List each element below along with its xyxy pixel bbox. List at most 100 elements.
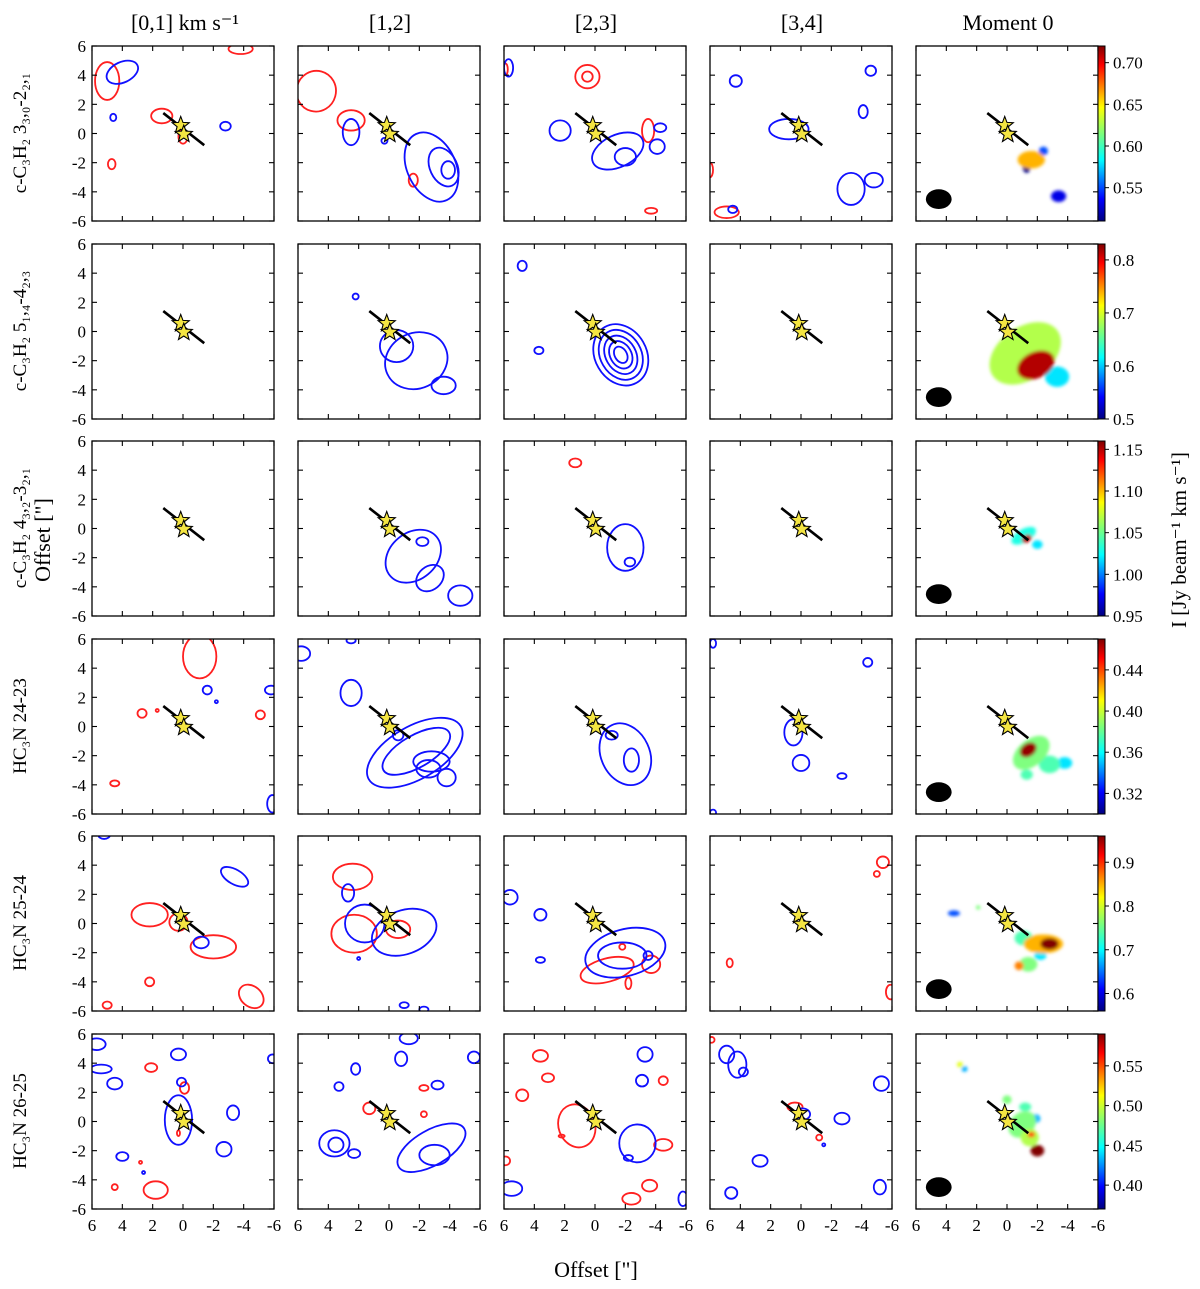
panel-grid: 6420-2-4-66420-2-4-66420-2-4-66420-2-4-6… [72, 37, 1105, 1235]
red-contour [419, 1110, 428, 1119]
x-tick-label: 0 [591, 1216, 600, 1235]
blue-contour [109, 112, 118, 123]
red-contour [94, 61, 121, 101]
panel-r4-c3 [709, 835, 893, 1012]
blue-contour [718, 1044, 736, 1065]
emission-blob [1014, 961, 1024, 971]
blue-contour [215, 1141, 233, 1158]
blue-contour [727, 1050, 748, 1079]
red-contour [107, 158, 117, 171]
red-contour [144, 976, 156, 988]
red-contour [336, 109, 366, 132]
blue-contour [219, 120, 232, 132]
y-tick-label: -4 [72, 1171, 87, 1190]
red-contour [136, 708, 148, 719]
red-contour [641, 1178, 659, 1193]
x-tick-label: -2 [618, 1216, 632, 1235]
red-contour [713, 205, 740, 219]
blue-contour [533, 345, 545, 356]
protostar-star-icon [170, 114, 191, 135]
y-tick-label: 6 [78, 37, 87, 56]
x-tick-label: 0 [1003, 1216, 1012, 1235]
blue-contour [821, 1142, 827, 1148]
blue-contour [356, 956, 362, 961]
beam-ellipse [925, 189, 952, 209]
red-contour [331, 862, 374, 891]
red-contour [621, 1192, 642, 1206]
y-tick-label: -2 [72, 1142, 86, 1161]
red-contour [407, 172, 419, 188]
panel-r2-c2 [503, 440, 687, 617]
emission-blob [1040, 938, 1059, 950]
panel-r5-c2: 6 4 2 0 -2 -4 -6 [500, 1033, 693, 1235]
red-contour [541, 1072, 555, 1084]
row-label-1: c-C₃H₂ 5₁,₄-4₂,₃ [10, 271, 31, 391]
column-header-0: [0,1] km s⁻¹ [131, 10, 239, 35]
blue-contour [430, 1079, 445, 1091]
column-header-3: [3,4] [781, 10, 823, 35]
emission-blob [1017, 151, 1045, 169]
red-contour [298, 69, 337, 113]
protostar-star-icon [173, 321, 194, 341]
panel-r2-c0: 6 4 2 0 -2 -4 -6 [72, 432, 275, 626]
blue-contour [622, 747, 640, 773]
protostar-star-icon [379, 1111, 400, 1131]
protostar-star-icon [997, 913, 1018, 933]
blue-contour [857, 104, 869, 120]
blue-contour [92, 1063, 113, 1075]
red-contour [710, 1036, 716, 1044]
column-header-1: [1,2] [369, 10, 411, 35]
blue-contour [447, 584, 474, 607]
protostar-star-icon [582, 707, 603, 728]
blue-contour [169, 1047, 187, 1062]
colorbar-row-5: 0.9 0.8 0.7 0.6 [1097, 835, 1135, 1012]
panel-r4-c4 [915, 835, 1099, 1012]
protostar-star-icon [585, 913, 606, 933]
panel-r1-c1 [297, 243, 481, 420]
panel-r0-c3 [709, 45, 893, 222]
colorbar-tick-label: 0.70 [1113, 54, 1143, 73]
red-contour [101, 1000, 113, 1010]
red-contour [227, 46, 254, 55]
red-contour [875, 855, 890, 869]
protostar-star-icon [173, 716, 194, 736]
beam-ellipse [925, 584, 952, 604]
colorbar-tick-label: 0.8 [1113, 897, 1134, 916]
blue-contour [504, 1180, 524, 1197]
panel-r1-c2 [503, 243, 687, 420]
protostar-star-icon [585, 1111, 606, 1131]
blue-contour [213, 699, 219, 705]
blue-contour [327, 1136, 345, 1154]
x-tick-label: 6 [706, 1216, 715, 1235]
protostar-star-icon [994, 707, 1015, 728]
protostar-star-icon [997, 321, 1018, 341]
y-tick-label: 6 [78, 235, 87, 254]
y-tick-label: 0 [78, 125, 87, 144]
blue-contour [648, 138, 666, 155]
y-tick-label: 4 [78, 66, 87, 85]
y-tick-label: -4 [72, 776, 87, 795]
y-tick-label: -6 [72, 410, 86, 429]
y-tick-label: 4 [78, 856, 87, 875]
row-labels: c-C₃H₂ 3₃,₀-2₂,₁ c-C₃H₂ 5₁,₄-4₂,₃ c-C₃H₂… [10, 73, 31, 1169]
blue-contour [264, 684, 274, 696]
protostar-star-icon [173, 518, 194, 538]
panel-r1-c3 [709, 243, 893, 420]
y-tick-label: 2 [78, 1083, 87, 1102]
y-tick-label: 4 [78, 1054, 87, 1073]
emission-blob [947, 910, 960, 917]
protostar-star-icon [376, 312, 397, 333]
y-tick-label: 2 [78, 688, 87, 707]
red-contour [182, 639, 218, 680]
panel-r0-c2 [503, 45, 687, 222]
panel-r4-c2 [503, 835, 687, 1012]
colorbar-row-6: 0.55 0.50 0.45 0.40 [1097, 1033, 1143, 1210]
y-axis-label: Offset ["] [30, 498, 55, 582]
blue-contour [863, 171, 884, 189]
colorbar-gradient [1097, 835, 1106, 1012]
colorbar-tick-label: 0.9 [1113, 853, 1134, 872]
blue-contour [534, 956, 546, 964]
emission-blob [1032, 540, 1043, 549]
colorbar-tick-label: 0.50 [1113, 1097, 1143, 1116]
protostar-star-icon [994, 509, 1015, 530]
